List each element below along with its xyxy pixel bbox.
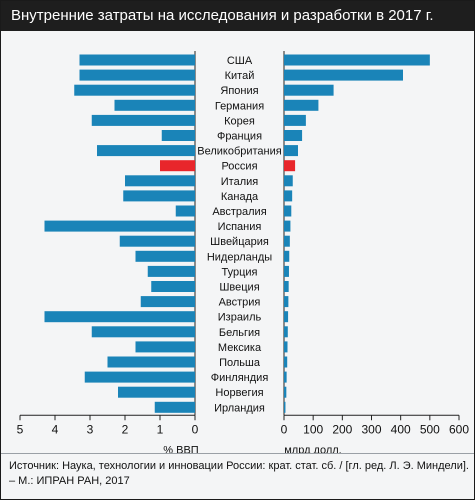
left-bar-20 <box>107 356 195 368</box>
left-bar-5 <box>161 130 195 141</box>
right-bar-7 <box>284 160 296 172</box>
right-bar-0 <box>284 54 430 66</box>
category-label-11: Испания <box>218 221 262 233</box>
right-bar-13 <box>284 250 290 262</box>
category-label-23: Ирландия <box>214 402 265 414</box>
left-tick-label-3: 2 <box>122 422 129 436</box>
left-tick-label-2: 3 <box>87 422 94 436</box>
left-bar-0 <box>79 54 195 66</box>
category-label-8: Италия <box>221 176 259 188</box>
right-bar-23 <box>284 401 286 413</box>
category-label-7: Россия <box>221 161 257 173</box>
left-bar-18 <box>91 326 195 338</box>
left-bar-21 <box>84 371 195 383</box>
left-bar-12 <box>119 235 195 247</box>
category-label-19: Мексика <box>218 342 262 354</box>
category-label-6: Великобритания <box>197 146 282 158</box>
right-bar-3 <box>284 99 319 111</box>
chart-canvas: США Китай Япония Германия Корея Франция Велико… <box>17 51 469 453</box>
right-bar-12 <box>284 235 290 247</box>
category-label-10: Австралия <box>212 206 266 218</box>
category-label-0: США <box>227 55 253 67</box>
category-label-17: Израиль <box>218 312 262 324</box>
category-label-13: Нидерланды <box>207 251 272 263</box>
left-bar-9 <box>123 190 195 202</box>
right-bar-5 <box>284 130 303 141</box>
right-bar-20 <box>284 356 288 368</box>
left-bar-4 <box>91 114 195 126</box>
left-bar-1 <box>79 69 195 81</box>
chart-title: Внутренние затраты на исследования и раз… <box>11 7 434 24</box>
category-label-14: Турция <box>222 266 258 278</box>
right-bar-1 <box>284 69 403 81</box>
category-label-1: Китай <box>225 70 255 82</box>
right-tick-label-2: 200 <box>332 422 352 436</box>
left-bar-19 <box>135 341 195 353</box>
category-label-2: Япония <box>220 85 258 97</box>
right-bar-16 <box>284 296 289 308</box>
left-bar-14 <box>147 265 195 277</box>
category-label-4: Корея <box>224 115 255 127</box>
right-bar-21 <box>284 371 287 383</box>
left-bar-7 <box>160 160 195 172</box>
right-tick-label-5: 500 <box>420 422 440 436</box>
right-tick-label-6: 600 <box>449 422 469 436</box>
left-tick-label-5: 0 <box>192 422 199 436</box>
right-bar-10 <box>284 205 292 217</box>
left-bar-13 <box>135 250 195 262</box>
left-bar-17 <box>44 311 195 323</box>
left-bar-15 <box>151 281 195 292</box>
category-label-9: Канада <box>221 191 259 203</box>
right-bar-2 <box>284 84 334 96</box>
right-bar-17 <box>284 311 289 323</box>
right-bar-15 <box>284 281 289 292</box>
category-label-3: Германия <box>215 100 264 112</box>
left-bar-10 <box>175 205 195 217</box>
right-bar-9 <box>284 190 293 202</box>
title-bar: Внутренние затраты на исследования и раз… <box>1 1 474 31</box>
category-label-16: Австрия <box>219 297 261 309</box>
category-label-22: Норвегия <box>215 387 263 399</box>
left-bar-11 <box>44 220 195 232</box>
right-bar-4 <box>284 114 306 126</box>
right-bar-19 <box>284 341 288 353</box>
right-tick-label-0: 0 <box>281 422 288 436</box>
left-tick-label-4: 1 <box>157 422 164 436</box>
right-axis-label: млрд долл. <box>284 444 342 453</box>
category-label-15: Швеция <box>219 282 259 294</box>
left-tick-label-0: 5 <box>17 422 24 436</box>
source-divider <box>1 453 474 454</box>
left-bar-2 <box>74 84 195 96</box>
category-label-20: Польша <box>219 357 261 369</box>
right-bar-18 <box>284 326 288 338</box>
left-tick-label-1: 4 <box>52 422 59 436</box>
right-tick-label-3: 300 <box>361 422 381 436</box>
source-note: Источник: Наука, технологии и инновации … <box>9 460 469 487</box>
right-bar-22 <box>284 386 287 398</box>
category-label-21: Финляндия <box>211 372 269 384</box>
right-bar-6 <box>284 145 298 157</box>
right-tick-label-4: 400 <box>391 422 411 436</box>
left-bar-16 <box>140 296 195 308</box>
left-bar-6 <box>97 145 195 157</box>
category-label-5: Франция <box>217 131 262 143</box>
left-bar-3 <box>114 99 195 111</box>
right-bar-14 <box>284 265 289 277</box>
category-label-18: Бельгия <box>219 327 260 339</box>
right-bar-8 <box>284 175 293 187</box>
right-tick-label-1: 100 <box>303 422 323 436</box>
left-bar-23 <box>154 401 195 413</box>
left-bar-22 <box>118 386 195 398</box>
left-axis-label: % ВВП <box>163 444 199 453</box>
right-bar-11 <box>284 220 291 232</box>
category-label-12: Швейцария <box>210 236 269 248</box>
left-bar-8 <box>125 175 195 187</box>
